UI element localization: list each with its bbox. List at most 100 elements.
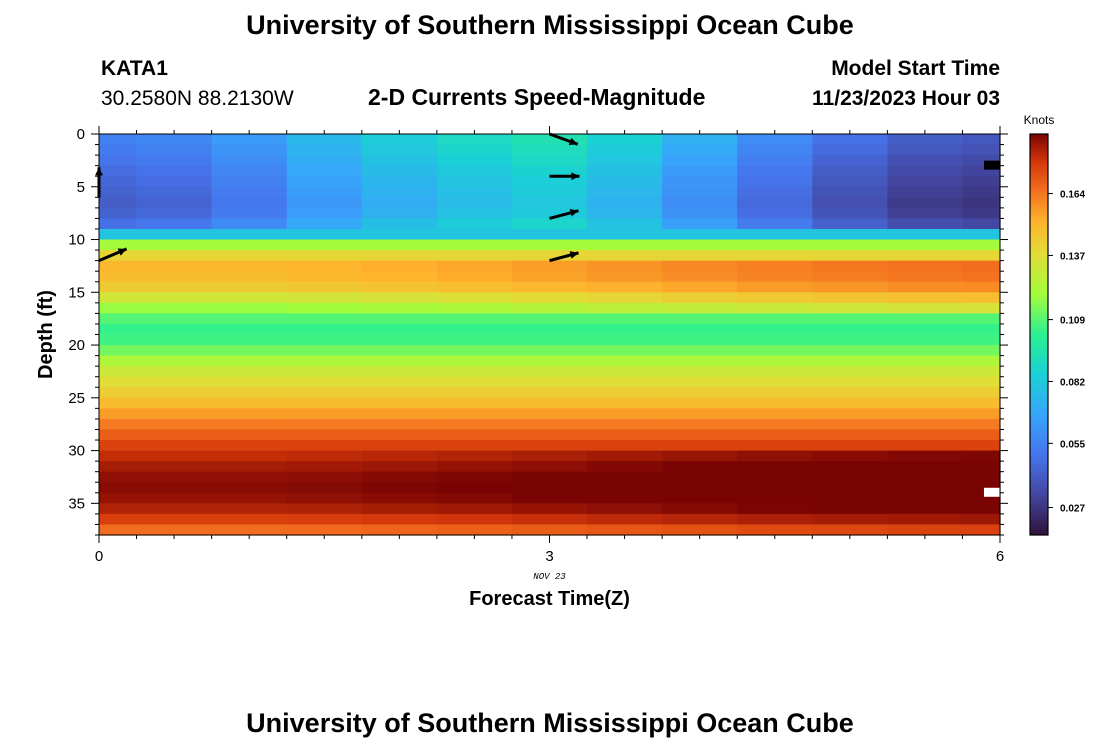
heatmap-cell	[812, 345, 888, 357]
heatmap-cell	[887, 260, 964, 272]
colorbar-tick-label: 0.027	[1060, 504, 1085, 515]
heatmap-cell	[737, 134, 813, 146]
heatmap-cell	[812, 260, 888, 272]
heatmap-cell	[136, 387, 213, 399]
heatmap-cell	[737, 197, 813, 209]
heatmap-cell	[662, 376, 738, 388]
heatmap-cell	[587, 250, 663, 262]
heatmap-cell	[887, 471, 964, 483]
heatmap-cell	[436, 155, 513, 167]
heatmap-cell	[587, 440, 663, 452]
heatmap-cell	[286, 260, 363, 272]
heatmap-cell	[737, 218, 813, 230]
heatmap-cell	[812, 165, 888, 177]
heatmap-cell	[662, 165, 738, 177]
y-tick-label: 30	[68, 443, 85, 460]
heatmap-cell	[812, 397, 888, 409]
heatmap-cell	[286, 228, 363, 241]
heatmap-cell	[136, 176, 213, 188]
heatmap-cell	[737, 260, 813, 272]
heatmap-cell	[587, 144, 663, 156]
heatmap-cell	[136, 250, 213, 262]
heatmap-cell	[962, 218, 1001, 230]
x-axis: 0 3 6 NOV 23 Forecast Time(Z)	[95, 126, 1004, 610]
heatmap-cell	[812, 292, 888, 304]
heatmap-cell	[136, 207, 213, 220]
heatmap-cell	[887, 429, 964, 441]
heatmap-cell	[361, 323, 438, 336]
heatmap-cell	[662, 492, 738, 504]
heatmap-cell	[286, 429, 363, 441]
heatmap-cell	[511, 186, 588, 198]
heatmap-cell	[962, 503, 1001, 515]
heatmap-cell	[99, 408, 138, 420]
heatmap-cell	[587, 165, 663, 177]
heatmap-cell	[286, 281, 363, 293]
heatmap-cell	[436, 461, 513, 473]
heatmap-cell	[286, 302, 363, 314]
heatmap-cell	[436, 408, 513, 420]
heatmap-cell	[136, 492, 213, 504]
heatmap-cell	[436, 355, 513, 367]
heatmap-cell	[211, 134, 288, 146]
heatmap-cell	[136, 218, 213, 230]
heatmap-cell	[511, 345, 588, 357]
colorbar-tick-label: 0.055	[1060, 439, 1085, 450]
heatmap-cell	[887, 503, 964, 515]
heatmap-cell	[662, 482, 738, 494]
heatmap-cell	[737, 513, 813, 526]
heatmap-cell	[812, 228, 888, 241]
heatmap-cell	[436, 281, 513, 293]
heatmap-cell	[361, 429, 438, 441]
heatmap-cell	[962, 513, 1001, 526]
heatmap-cell	[136, 228, 213, 241]
heatmap-cell	[662, 228, 738, 241]
heatmap-cell	[737, 387, 813, 399]
heatmap-cell	[887, 397, 964, 409]
heatmap-cell	[436, 471, 513, 483]
heatmap-cell	[211, 323, 288, 336]
heatmap-cell	[737, 144, 813, 156]
heatmap-cell	[211, 218, 288, 230]
heatmap-cell	[662, 302, 738, 314]
heatmap-cell	[211, 376, 288, 388]
heatmap-cell	[99, 418, 138, 431]
heatmap-cell	[812, 250, 888, 262]
heatmap-cell	[887, 313, 964, 325]
heatmap-cell	[737, 239, 813, 251]
heatmap-cell	[361, 366, 438, 378]
heatmap-cell	[887, 134, 964, 146]
heatmap-cell	[511, 429, 588, 441]
station-id: KATA1	[101, 57, 168, 80]
heatmap-cell	[662, 134, 738, 146]
heatmap-cell	[286, 207, 363, 220]
heatmap-cell	[436, 524, 513, 536]
heatmap-cell	[511, 471, 588, 483]
heatmap-cell	[812, 429, 888, 441]
heatmap-cell	[662, 260, 738, 272]
heatmap-cell	[587, 461, 663, 473]
heatmap-cell	[286, 408, 363, 420]
heatmap-cell	[286, 366, 363, 378]
heatmap-cell	[812, 418, 888, 431]
heatmap-cell	[737, 524, 813, 536]
heatmap-cell	[587, 197, 663, 209]
heatmap-cell	[662, 418, 738, 431]
heatmap-cell	[99, 239, 138, 251]
heatmap-cell	[136, 397, 213, 409]
heatmap-cell	[99, 313, 138, 325]
heatmap-cell	[962, 186, 1001, 198]
heatmap-cell	[511, 355, 588, 367]
heatmap-cell	[587, 513, 663, 526]
heatmap-cell	[737, 176, 813, 188]
heatmap-cell	[436, 302, 513, 314]
heatmap-cell	[286, 461, 363, 473]
page-title-bottom: University of Southern Mississippi Ocean…	[246, 708, 854, 738]
heatmap-cell	[887, 165, 964, 177]
heatmap-cell	[136, 334, 213, 346]
heatmap-cell	[361, 513, 438, 526]
heatmap-cell	[587, 186, 663, 198]
heatmap-cell	[99, 134, 138, 146]
heatmap-cell	[286, 450, 363, 462]
heatmap-cell	[511, 323, 588, 336]
